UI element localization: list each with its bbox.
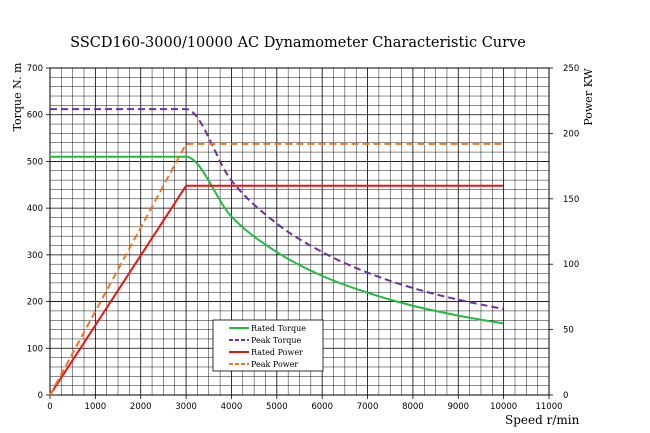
y2-tick-label: 250 — [563, 64, 579, 74]
plot-frame — [49, 67, 550, 396]
x-tick-label: 4000 — [221, 402, 243, 412]
y-tick-label: 0 — [38, 391, 43, 401]
y-axis-ticks: 0 100 200 300 400 500 600 700 — [27, 64, 50, 401]
y2-tick-label: 0 — [563, 391, 568, 401]
y-tick-label: 400 — [27, 204, 43, 214]
x-axis-label: Speed r/min — [505, 413, 580, 427]
x-tick-label: 2000 — [130, 402, 152, 412]
y2-axis-label: Power KW — [582, 68, 595, 126]
legend-label: Peak Power — [251, 360, 298, 369]
x-tick-label: 5000 — [266, 402, 288, 412]
series-line-peak-torque — [50, 108, 504, 311]
x-axis-ticks: 0 1000 2000 3000 4000 5000 6000 7000 8000 9000 100… — [47, 395, 563, 412]
legend-label: Rated Torque — [251, 324, 306, 333]
y2-tick-label: 50 — [563, 326, 574, 336]
x-tick-label: 9000 — [447, 402, 469, 412]
x-tick-label: 1000 — [85, 402, 107, 412]
chart-title: SSCD160-3000/10000 AC Dynamometer Charac… — [70, 35, 526, 51]
x-tick-label: 10000 — [490, 402, 517, 412]
y-tick-label: 100 — [27, 344, 43, 354]
x-tick-label: 11000 — [535, 402, 562, 412]
y2-axis-ticks: 0 50 100 150 200 250 — [549, 64, 579, 401]
y-tick-label: 500 — [27, 157, 43, 167]
y2-tick-label: 200 — [563, 129, 579, 139]
legend: Rated Torque Peak Torque Rated Power Peak P… — [212, 319, 324, 372]
x-tick-label: 7000 — [357, 402, 379, 412]
x-tick-label: 8000 — [402, 402, 424, 412]
y2-tick-label: 100 — [563, 260, 579, 270]
y-tick-label: 700 — [27, 64, 43, 74]
x-tick-label: 0 — [47, 402, 52, 412]
x-tick-label: 3000 — [175, 402, 197, 412]
series-line-rated-power — [49, 184, 504, 396]
y2-tick-label: 150 — [563, 195, 579, 205]
legend-label: Rated Power — [251, 348, 303, 357]
series-line-rated-torque — [50, 155, 504, 325]
y-tick-label: 200 — [27, 298, 43, 308]
legend-label: Peak Torque — [251, 336, 302, 345]
y-tick-label: 600 — [27, 111, 43, 121]
y-tick-label: 300 — [27, 251, 43, 261]
series-line-peak-power — [49, 142, 504, 396]
y-axis-label: Torque N. m — [11, 62, 24, 131]
x-tick-label: 6000 — [311, 402, 333, 412]
series-group — [49, 108, 504, 396]
